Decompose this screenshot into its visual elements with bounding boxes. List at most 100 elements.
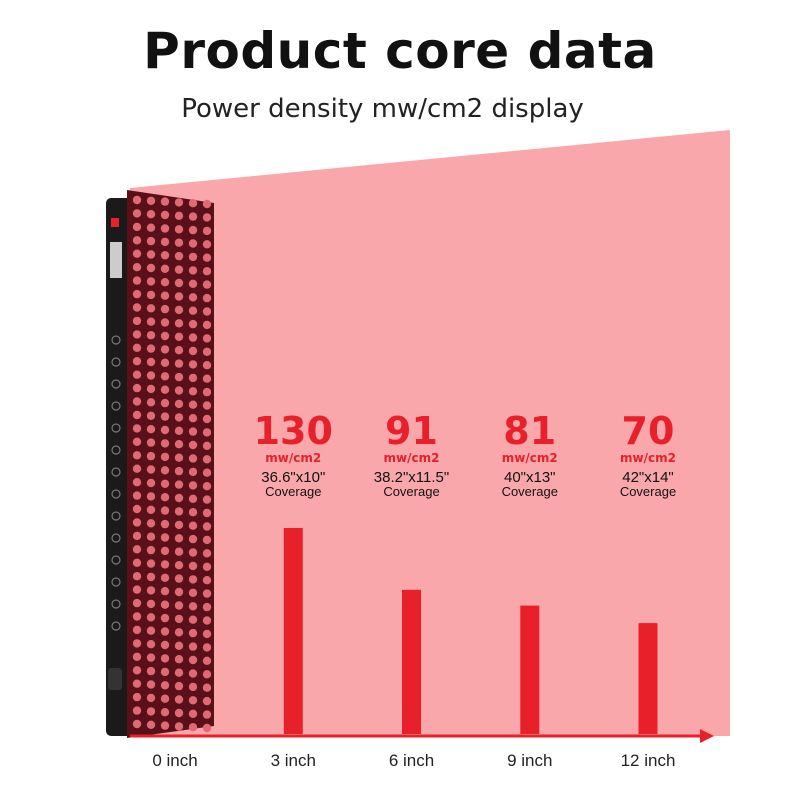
led-dot <box>202 508 212 518</box>
led-dot <box>188 696 198 705</box>
led-dot <box>146 505 156 514</box>
led-dot <box>160 694 170 703</box>
led-dot <box>132 410 142 420</box>
led-dot <box>202 334 212 343</box>
led-dot <box>174 278 184 288</box>
led-dot <box>174 413 184 422</box>
led-dot <box>202 616 212 625</box>
device-button-icon <box>111 533 121 543</box>
led-dot <box>132 666 142 675</box>
led-dot <box>174 641 184 650</box>
led-dot <box>146 371 156 380</box>
led-dot <box>174 493 184 503</box>
led-dot <box>146 693 156 703</box>
led-dot <box>188 454 198 463</box>
value-label: 81 <box>503 409 556 453</box>
coverage-word-label: Coverage <box>383 484 439 499</box>
led-dot <box>132 357 142 366</box>
led-dot <box>174 587 184 597</box>
led-dot <box>132 424 142 433</box>
led-dot <box>132 612 142 621</box>
led-dot <box>174 225 184 234</box>
led-dot <box>174 198 184 207</box>
unit-label: mw/cm2 <box>265 451 321 465</box>
led-dot <box>174 292 184 301</box>
value-labels-group: 130mw/cm236.6"x10"Coverage91mw/cm238.2"x… <box>254 409 677 499</box>
led-dot <box>174 399 184 409</box>
led-dot <box>188 427 198 436</box>
led-dot <box>174 453 184 462</box>
led-dot <box>160 318 170 327</box>
led-dot <box>202 710 212 719</box>
led-dot <box>188 306 198 315</box>
led-dot <box>160 506 170 515</box>
led-dot <box>174 466 184 476</box>
led-dot <box>202 455 212 464</box>
device-button-icon <box>111 401 121 411</box>
led-dot <box>146 236 156 246</box>
led-dot <box>174 507 184 516</box>
led-dot <box>132 719 142 729</box>
led-dot <box>188 293 198 302</box>
coverage-word-label: Coverage <box>620 484 676 499</box>
led-dot <box>188 252 198 262</box>
led-dot <box>188 561 198 571</box>
led-dot <box>146 613 156 622</box>
led-dot <box>160 613 170 623</box>
led-dot <box>188 628 198 638</box>
x-axis-arrow-icon <box>700 729 714 743</box>
led-dot <box>174 681 184 691</box>
led-dot <box>174 426 184 435</box>
led-dot <box>202 199 212 209</box>
device-button-icon <box>111 335 121 345</box>
led-dot <box>188 319 198 329</box>
led-dot <box>202 213 212 222</box>
led-dot <box>174 305 184 315</box>
led-dot <box>174 574 184 583</box>
led-dot <box>160 627 170 636</box>
led-dot <box>202 253 212 262</box>
led-dot <box>146 559 156 568</box>
led-dot <box>132 316 142 326</box>
led-dot <box>132 504 142 514</box>
led-dot <box>146 666 156 676</box>
device-button-icon <box>111 511 121 521</box>
led-dot <box>202 643 212 652</box>
led-dot <box>160 587 170 596</box>
bars-group <box>283 528 658 734</box>
led-dot <box>160 466 170 475</box>
led-dot <box>202 589 212 598</box>
led-dot <box>146 398 156 407</box>
unit-label: mw/cm2 <box>502 451 558 465</box>
led-dot <box>132 598 142 608</box>
led-dot <box>202 226 212 236</box>
light-beam <box>130 130 730 736</box>
led-dot <box>202 468 212 477</box>
led-dot <box>174 722 184 731</box>
bar <box>283 528 303 734</box>
led-dot <box>188 199 198 208</box>
x-tick-label: 12 inch <box>621 751 676 770</box>
led-dot <box>146 640 156 649</box>
device-button-icon <box>111 599 121 609</box>
bar <box>520 605 540 734</box>
led-dot <box>146 196 156 205</box>
led-dot <box>174 547 184 556</box>
led-dot <box>188 481 198 490</box>
led-dot <box>160 546 170 556</box>
led-dot <box>188 709 198 718</box>
led-dot <box>132 276 142 285</box>
led-dot <box>188 494 198 503</box>
unit-label: mw/cm2 <box>384 451 440 465</box>
led-dot <box>202 602 212 612</box>
led-dot <box>202 656 212 665</box>
led-dot <box>160 667 170 677</box>
power-button-icon <box>111 218 119 227</box>
led-dot <box>174 534 184 543</box>
led-dot <box>132 222 142 232</box>
led-dot <box>188 548 198 557</box>
led-dot <box>132 195 142 205</box>
led-dot <box>202 670 212 679</box>
led-dot <box>202 482 212 491</box>
led-dot <box>188 723 198 732</box>
